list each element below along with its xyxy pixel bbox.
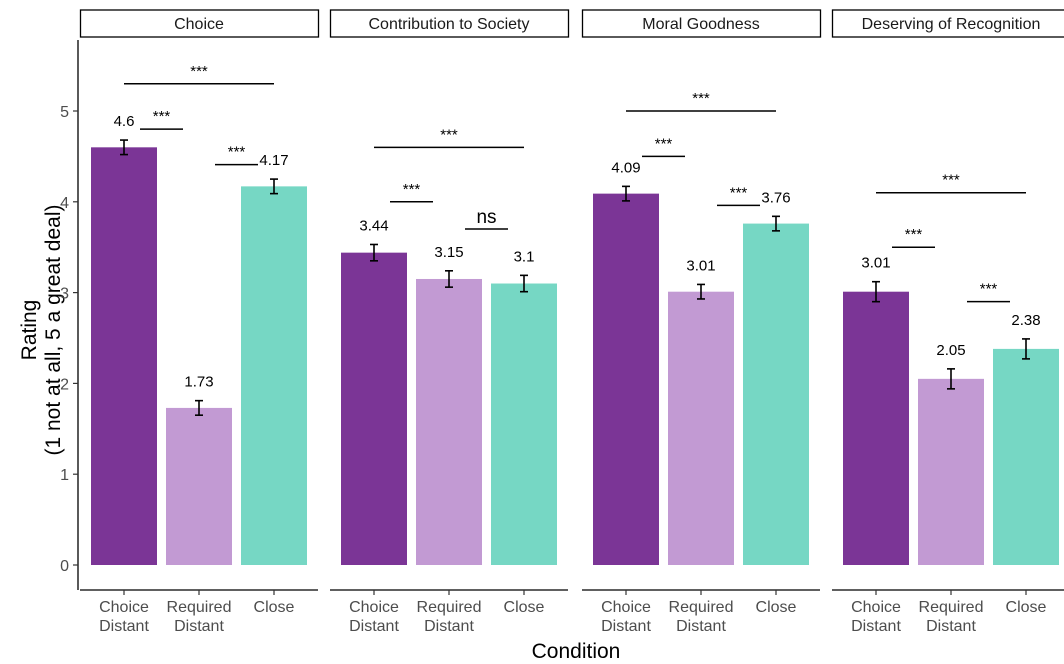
facet-strip [329,9,570,38]
bar [491,283,557,565]
significance-label: *** [228,144,246,161]
x-tick-label: Choice Distant [99,599,149,635]
x-tick-label: Close [504,599,545,616]
bar [241,186,307,565]
y-axis: 0 1 2 3 4 5 [60,40,79,590]
x-tick-label-line: Choice [601,599,651,616]
data-label: 3.01 [861,255,890,272]
x-tick-label-line: Choice [349,599,399,616]
significance-label: *** [980,281,998,298]
y-axis-title-text: Rating(1 not at all, 5 a great deal) [18,205,65,456]
x-tick-label: Choice Distant [349,599,399,635]
x-tick-label: Close [756,599,797,616]
x-tick-label-line: Distant [676,618,726,635]
x-tick-label-line: Distant [424,618,474,635]
x-tick-label-line: Close [756,599,797,616]
x-tick-label-line: Distant [349,618,399,635]
x-tick-label-line: Required [919,599,984,616]
facet-strip [831,9,1064,38]
x-tick-label-line: Required [167,599,232,616]
significance-label: *** [403,181,421,198]
data-label: 2.05 [936,342,965,359]
significance-label: *** [905,226,923,243]
facet-strip [79,9,320,38]
x-tick-label-line: Distant [851,618,901,635]
facet-title: Deserving of Recognition [862,16,1041,33]
x-tick-label-line: Choice [99,599,149,616]
bar [918,378,984,565]
x-tick-label: Choice Distant [601,599,651,635]
data-label: 3.15 [434,244,463,261]
facet-title: Moral Goodness [642,16,759,33]
bar [743,223,809,566]
x-tick-label-line: Close [254,599,295,616]
bar [166,407,232,565]
bar [993,348,1059,565]
data-label: 3.1 [514,248,535,265]
significance-label: *** [190,63,208,80]
y-tick-label: 1 [60,467,69,484]
y-tick-label: 4 [60,195,69,212]
x-tick-label: Required Distant [167,599,232,635]
x-tick-label: Choice Distant [851,599,901,635]
significance-label: *** [942,172,960,189]
data-label: 4.09 [611,159,640,176]
facet-panel: Moral Goodness 4.09 Choice Distant 3.01 Requi… [581,9,822,635]
x-tick-label: Required Distant [669,599,734,635]
x-tick-label: Close [1006,599,1047,616]
data-label: 4.6 [114,113,135,130]
data-label: 3.44 [359,217,388,234]
x-tick-label-line: Close [1006,599,1047,616]
facet-title: Contribution to Society [369,16,530,33]
x-tick-label: Close [254,599,295,616]
x-tick-label-line: Distant [99,618,149,635]
x-tick-label: Required Distant [919,599,984,635]
significance-label: *** [730,184,748,201]
y-tick-label: 5 [60,104,69,121]
bar [416,278,482,565]
x-tick-label: Required Distant [417,599,482,635]
bar [668,291,734,565]
facet-panel: Deserving of Recognition 3.01 Choice Distan… [831,9,1064,635]
x-tick-label-line: Close [504,599,545,616]
y-tick-label: 3 [60,286,69,303]
y-axis-title-line: (1 not at all, 5 a great deal) [42,205,65,456]
bar [341,252,407,565]
data-label: 4.17 [259,152,288,169]
significance-label: ns [476,207,496,228]
facet-panels: Choice 4.6 Choice Distant 1.73 Required Distan… [79,9,1064,635]
significance-label: *** [692,90,710,107]
x-tick-label-line: Required [417,599,482,616]
facet-strip [581,9,822,38]
bar [843,291,909,565]
x-tick-label-line: Choice [851,599,901,616]
x-axis-title: Condition [532,640,621,663]
data-label: 3.76 [761,189,790,206]
facet-panel: Contribution to Society 3.44 Choice Distant… [329,9,570,635]
x-tick-label-line: Distant [174,618,224,635]
y-tick-label: 2 [60,376,69,393]
x-tick-label-line: Distant [601,618,651,635]
facet-panel: Choice 4.6 Choice Distant 1.73 Required Distan… [79,9,320,635]
y-axis-title-line: Rating [18,300,41,361]
data-label: 2.38 [1011,312,1040,329]
y-axis-title: Rating(1 not at all, 5 a great deal) [18,205,65,456]
significance-label: *** [655,135,673,152]
bar [593,193,659,566]
data-label: 3.01 [686,257,715,274]
significance-label: *** [440,126,458,143]
x-tick-label-line: Distant [926,618,976,635]
facet-title: Choice [174,16,224,33]
x-tick-label-line: Required [669,599,734,616]
significance-label: *** [153,108,171,125]
y-tick-label: 0 [60,558,69,575]
bar [91,147,157,565]
data-label: 1.73 [184,374,213,391]
